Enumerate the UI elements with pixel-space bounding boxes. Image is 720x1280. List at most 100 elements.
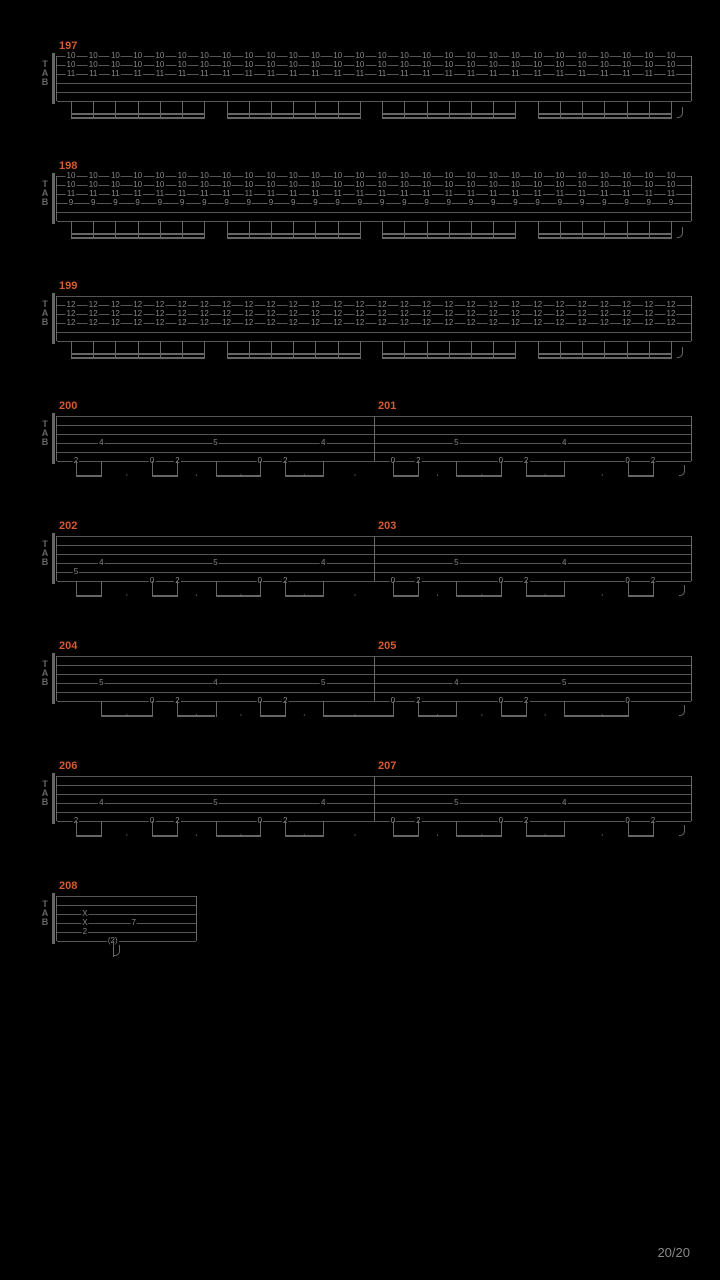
fret-number: 12 <box>532 310 543 318</box>
fret-number: 10 <box>443 52 454 60</box>
fret-number: 10 <box>310 61 321 69</box>
fret-number: 11 <box>666 190 676 198</box>
fret-number: 10 <box>554 61 565 69</box>
tab-label: TAB <box>38 300 52 327</box>
fret-number: 10 <box>221 61 232 69</box>
fret-number: 12 <box>488 319 499 327</box>
fret-number: 5 <box>453 799 459 807</box>
fret-number: 9 <box>334 199 340 207</box>
fret-number: 9 <box>490 199 496 207</box>
fret-number: 12 <box>577 301 588 309</box>
fret-number: 12 <box>354 301 365 309</box>
fret-number: 12 <box>177 310 188 318</box>
fret-number: 12 <box>154 319 165 327</box>
fret-number: 11 <box>266 190 276 198</box>
fret-number: 12 <box>354 310 365 318</box>
fret-number: 5 <box>98 679 104 687</box>
fret-number: 10 <box>243 181 254 189</box>
fret-number: 10 <box>399 181 410 189</box>
fret-number: 11 <box>199 190 209 198</box>
tab-label: TAB <box>38 180 52 207</box>
fret-number: 10 <box>488 172 499 180</box>
fret-number: 10 <box>177 181 188 189</box>
fret-number: 12 <box>377 310 388 318</box>
fret-number: 10 <box>510 181 521 189</box>
fret-number: 12 <box>266 319 277 327</box>
staff-lines: 1981010119101011910101191010119101011910… <box>56 176 692 221</box>
fret-number: 11 <box>533 70 543 78</box>
fret-number: 5 <box>453 559 459 567</box>
fret-number: 12 <box>621 310 632 318</box>
fret-number: 12 <box>643 310 654 318</box>
fret-number: 10 <box>110 181 121 189</box>
fret-number: 11 <box>555 70 565 78</box>
fret-number: 10 <box>88 52 99 60</box>
fret-number: 9 <box>601 199 607 207</box>
fret-number: 10 <box>332 52 343 60</box>
fret-number: 11 <box>333 70 343 78</box>
fret-number: 11 <box>155 190 165 198</box>
fret-number: 12 <box>132 310 143 318</box>
fret-number: 9 <box>290 199 296 207</box>
fret-number: 10 <box>599 61 610 69</box>
fret-number: 10 <box>443 181 454 189</box>
fret-number: 4 <box>98 559 104 567</box>
fret-number: 10 <box>443 172 454 180</box>
fret-number: 11 <box>110 190 120 198</box>
fret-number: 5 <box>561 679 567 687</box>
fret-number: 12 <box>154 301 165 309</box>
fret-number: 10 <box>66 52 77 60</box>
fret-number: 10 <box>221 172 232 180</box>
fret-number: 12 <box>154 310 165 318</box>
fret-number: 9 <box>401 199 407 207</box>
fret-number: 11 <box>399 70 409 78</box>
fret-number: 10 <box>310 52 321 60</box>
fret-number: 11 <box>644 70 654 78</box>
fret-number: 10 <box>354 181 365 189</box>
fret-number: 12 <box>510 310 521 318</box>
fret-number: 11 <box>377 70 387 78</box>
fret-number: 10 <box>666 61 677 69</box>
staff-row: TAB208XX27(2) <box>56 896 690 941</box>
staff-lines: 2022035402502402502402········· <box>56 536 692 581</box>
fret-number: 9 <box>357 199 363 207</box>
fret-number: 10 <box>288 172 299 180</box>
fret-number: 10 <box>66 181 77 189</box>
staff-lines: 1971010111010111010111010111010111010111… <box>56 56 692 101</box>
fret-number: 10 <box>621 52 632 60</box>
fret-number: 10 <box>399 172 410 180</box>
fret-number: 11 <box>310 190 320 198</box>
fret-number: 11 <box>221 190 231 198</box>
fret-number: 11 <box>533 190 543 198</box>
staff-row: TAB1971010111010111010111010111010111010… <box>56 56 690 101</box>
fret-number: 2 <box>82 928 88 936</box>
measure-number: 206 <box>59 760 77 772</box>
fret-number: 10 <box>66 61 77 69</box>
fret-number: 11 <box>599 70 609 78</box>
fret-number: 12 <box>177 319 188 327</box>
fret-number: 11 <box>88 70 98 78</box>
fret-number: 12 <box>199 319 210 327</box>
fret-number: 5 <box>212 439 218 447</box>
fret-number: 12 <box>177 301 188 309</box>
fret-number: 9 <box>201 199 207 207</box>
fret-number: 10 <box>621 172 632 180</box>
fret-number: 10 <box>332 172 343 180</box>
fret-number: 10 <box>510 61 521 69</box>
fret-number: 9 <box>112 199 118 207</box>
fret-number: 4 <box>561 439 567 447</box>
fret-number: 12 <box>466 310 477 318</box>
fret-number: 10 <box>399 61 410 69</box>
fret-number: 12 <box>132 319 143 327</box>
fret-number: X <box>81 910 88 918</box>
fret-number: 12 <box>399 319 410 327</box>
tab-label: TAB <box>38 60 52 87</box>
fret-number: 12 <box>199 301 210 309</box>
fret-number: 9 <box>223 199 229 207</box>
fret-number: 11 <box>510 190 520 198</box>
fret-number: 12 <box>310 301 321 309</box>
fret-number: 10 <box>110 52 121 60</box>
fret-number: 9 <box>534 199 540 207</box>
fret-number: 11 <box>621 190 631 198</box>
fret-number: 11 <box>488 70 498 78</box>
